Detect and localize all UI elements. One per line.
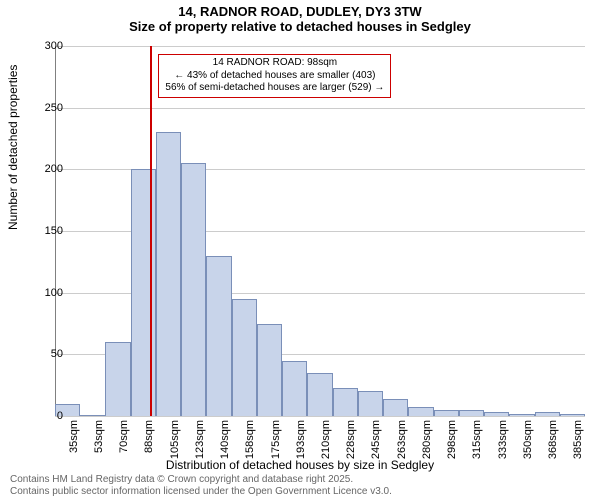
x-tick-label: 210sqm — [320, 420, 332, 465]
histogram-bar — [105, 342, 130, 416]
x-tick-label: 385sqm — [572, 420, 584, 465]
x-tick-label: 175sqm — [270, 420, 282, 465]
x-tick-label: 263sqm — [396, 420, 408, 465]
chart-title: 14, RADNOR ROAD, DUDLEY, DY3 3TW Size of… — [0, 0, 600, 34]
x-tick-label: 105sqm — [169, 420, 181, 465]
footer-line2: Contains public sector information licen… — [10, 486, 392, 498]
x-tick-label: 158sqm — [244, 420, 256, 465]
x-tick-label: 228sqm — [345, 420, 357, 465]
y-axis-label: Number of detached properties — [6, 65, 20, 230]
histogram-bar — [156, 132, 181, 416]
x-tick-label: 298sqm — [446, 420, 458, 465]
plot: 14 RADNOR ROAD: 98sqm← 43% of detached h… — [55, 46, 585, 416]
chart-plot-area: 14 RADNOR ROAD: 98sqm← 43% of detached h… — [55, 46, 585, 416]
histogram-bar — [257, 324, 282, 417]
histogram-bar — [509, 414, 534, 416]
y-tick-label: 150 — [33, 225, 63, 237]
x-tick-label: 123sqm — [194, 420, 206, 465]
histogram-bar — [383, 399, 408, 416]
title-line2: Size of property relative to detached ho… — [0, 19, 600, 34]
histogram-bar — [408, 407, 433, 416]
histogram-bar — [484, 412, 509, 416]
x-tick-label: 350sqm — [522, 420, 534, 465]
y-tick-label: 50 — [33, 348, 63, 360]
gridline — [55, 416, 585, 417]
y-tick-label: 300 — [33, 40, 63, 52]
annotation-line3: 56% of semi-detached houses are larger (… — [165, 82, 384, 95]
footer-attribution: Contains HM Land Registry data © Crown c… — [10, 474, 392, 498]
histogram-bar — [181, 163, 206, 416]
gridline — [55, 46, 585, 47]
annotation-line1: 14 RADNOR ROAD: 98sqm — [165, 57, 384, 70]
title-line1: 14, RADNOR ROAD, DUDLEY, DY3 3TW — [0, 4, 600, 19]
x-tick-label: 140sqm — [219, 420, 231, 465]
histogram-bar — [232, 299, 257, 416]
y-tick-label: 100 — [33, 287, 63, 299]
x-tick-label: 35sqm — [68, 420, 80, 465]
gridline — [55, 108, 585, 109]
y-tick-label: 200 — [33, 163, 63, 175]
histogram-bar — [560, 414, 585, 416]
histogram-bar — [333, 388, 358, 416]
x-tick-label: 193sqm — [295, 420, 307, 465]
footer-line1: Contains HM Land Registry data © Crown c… — [10, 474, 392, 486]
annotation-box: 14 RADNOR ROAD: 98sqm← 43% of detached h… — [158, 54, 391, 98]
histogram-bar — [459, 410, 484, 416]
x-tick-label: 315sqm — [471, 420, 483, 465]
histogram-bar — [80, 415, 105, 416]
y-tick-label: 0 — [33, 410, 63, 422]
histogram-bar — [282, 361, 307, 417]
histogram-bar — [535, 412, 560, 416]
annotation-line2: ← 43% of detached houses are smaller (40… — [165, 70, 384, 83]
x-tick-label: 53sqm — [93, 420, 105, 465]
x-tick-label: 280sqm — [421, 420, 433, 465]
histogram-bar — [131, 169, 156, 416]
x-tick-label: 245sqm — [370, 420, 382, 465]
x-tick-label: 88sqm — [143, 420, 155, 465]
marker-line — [150, 46, 152, 416]
x-tick-label: 70sqm — [118, 420, 130, 465]
x-tick-label: 368sqm — [547, 420, 559, 465]
x-tick-label: 333sqm — [497, 420, 509, 465]
histogram-bar — [358, 391, 383, 416]
histogram-bar — [307, 373, 332, 416]
histogram-bar — [434, 410, 459, 416]
y-tick-label: 250 — [33, 102, 63, 114]
histogram-bar — [206, 256, 231, 416]
